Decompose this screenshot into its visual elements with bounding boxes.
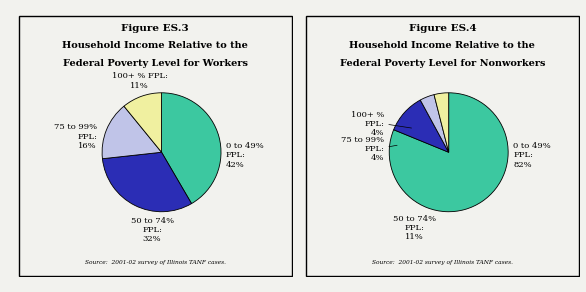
- Text: Figure ES.3: Figure ES.3: [121, 24, 189, 33]
- Text: 75 to 99%
FPL:
4%: 75 to 99% FPL: 4%: [341, 136, 384, 162]
- Wedge shape: [102, 106, 162, 159]
- Text: Household Income Relative to the: Household Income Relative to the: [62, 41, 248, 51]
- Wedge shape: [434, 93, 449, 152]
- Text: Federal Poverty Level for Workers: Federal Poverty Level for Workers: [63, 59, 248, 68]
- Wedge shape: [103, 152, 192, 212]
- Wedge shape: [420, 95, 449, 152]
- Text: Source:  2001-02 survey of Illinois TANF cases.: Source: 2001-02 survey of Illinois TANF …: [372, 260, 513, 265]
- Text: 75 to 99%
FPL:
16%: 75 to 99% FPL: 16%: [54, 124, 97, 150]
- Text: 50 to 74%
FPL:
11%: 50 to 74% FPL: 11%: [393, 215, 436, 241]
- Wedge shape: [124, 93, 162, 152]
- Text: Household Income Relative to the: Household Income Relative to the: [349, 41, 536, 51]
- Wedge shape: [394, 100, 449, 152]
- Text: 50 to 74%
FPL:
32%: 50 to 74% FPL: 32%: [131, 217, 173, 243]
- Text: Source:  2001-02 survey of Illinois TANF cases.: Source: 2001-02 survey of Illinois TANF …: [85, 260, 226, 265]
- Text: Figure ES.4: Figure ES.4: [408, 24, 476, 33]
- Wedge shape: [389, 93, 508, 212]
- Text: 0 to 49%
FPL:
42%: 0 to 49% FPL: 42%: [226, 142, 264, 168]
- Text: 0 to 49%
FPL:
82%: 0 to 49% FPL: 82%: [513, 142, 551, 168]
- Text: Federal Poverty Level for Nonworkers: Federal Poverty Level for Nonworkers: [340, 59, 545, 68]
- Text: 100+ % FPL:
11%: 100+ % FPL: 11%: [112, 72, 168, 90]
- Wedge shape: [162, 93, 221, 204]
- Text: 100+ %
FPL:
4%: 100+ % FPL: 4%: [351, 111, 384, 137]
